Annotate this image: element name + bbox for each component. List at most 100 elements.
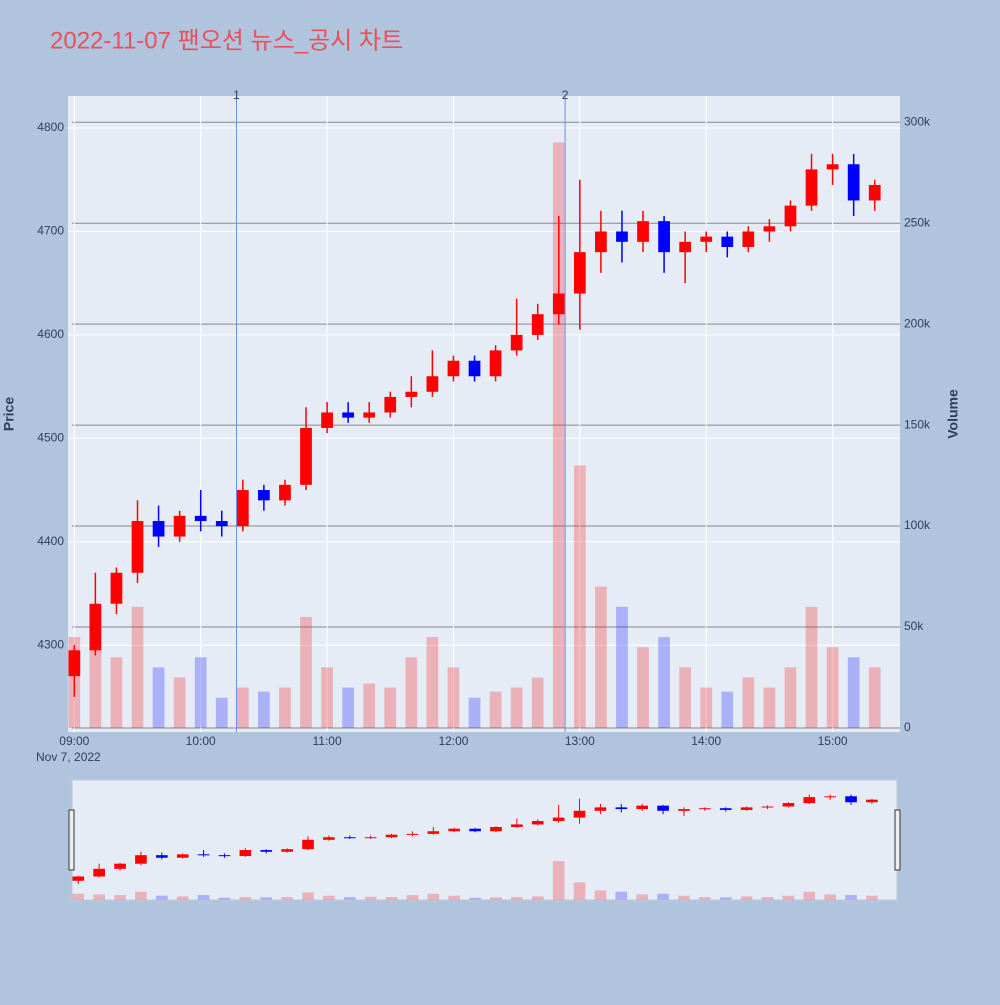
candle-body [511,824,523,827]
candle-body [782,803,795,807]
volume-bar [805,606,818,728]
event-label: 1 [233,88,240,102]
volume-bar [847,657,860,728]
volume-bar [784,667,797,728]
volume-bar [699,897,711,900]
volume-bar [155,895,168,900]
candle-body [194,515,207,522]
candle-body [761,806,774,808]
volume-bar [573,882,586,900]
volume-bar [761,897,774,900]
candle-body [490,827,502,832]
candle-body [152,521,165,537]
volume-bar [131,606,144,728]
y-tick-label: 4300 [37,637,64,651]
volume-bar [658,637,670,728]
volume-bar [637,647,649,728]
range-slider[interactable] [71,779,898,901]
volume-bar [552,861,565,900]
volume-bar [239,897,252,900]
candle-body [406,833,419,835]
volume-bar [363,683,376,728]
candle-body [447,360,460,377]
volume-bar [343,897,356,900]
y-tick-label: 4500 [37,430,64,444]
volume-bar [302,892,314,900]
volume-bar [114,895,126,900]
candle-body [135,855,147,864]
candle-body [173,515,186,537]
candle-body [636,805,649,810]
candle-body [700,236,713,242]
range-handle[interactable] [894,809,901,871]
chart-title: 2022-11-07 팬오션 뉴스_공시 차트 [50,27,403,54]
candle-body [658,221,670,253]
volume-bar [406,895,419,900]
date-label: Nov 7, 2022 [36,750,101,764]
candle-body [531,314,544,335]
y-tick-label: 4400 [37,534,64,548]
y2-tick-label: 150k [904,417,931,431]
volume-bar [323,895,335,900]
candle-body [155,855,168,858]
candle-body [197,854,210,856]
volume-bar [364,896,377,900]
volume-bar [824,894,836,900]
candle-body [740,807,753,810]
volume-bar [281,897,293,900]
candle-body [343,837,356,839]
volume-bar [678,895,690,900]
volume-bar [616,606,628,728]
candle-body [616,231,628,242]
volume-bar [531,677,544,728]
volume-bar [218,897,231,900]
volume-bar [866,895,878,900]
candle-body [215,521,228,527]
volume-bar [279,687,291,728]
candle-body [489,350,502,377]
volume-bar [93,894,105,900]
candle-body [426,376,439,392]
volume-bar [448,895,461,900]
candle-body [131,521,144,573]
candle-body [595,231,607,253]
volume-bar [260,897,273,900]
volume-bar [300,616,312,728]
candle-body [427,831,440,834]
volume-bar [258,691,270,728]
range-handle[interactable] [68,809,75,871]
volume-bar [110,657,123,728]
x-tick-label: 09:00 [59,734,89,748]
y2-tick-label: 50k [904,619,924,633]
candle-body [721,236,734,247]
volume-bar [321,667,333,728]
y2-tick-label: 200k [904,316,931,330]
candle-body [405,391,418,397]
candle-body [236,490,249,527]
volume-bar [636,894,649,900]
candle-body [342,412,355,418]
candle-body [824,796,836,798]
volume-bar [803,891,816,900]
candle-body [679,241,692,253]
y-axis-title: Price [1,397,17,431]
candle-body [573,810,586,818]
event-label: 2 [562,88,569,102]
candle-body [279,484,291,501]
y2-axis-title: Volume [945,389,961,439]
candle-body [847,164,860,201]
volume-bar [194,657,207,728]
candle-body [110,572,123,604]
volume-bar [742,677,755,728]
candle-body [763,226,776,232]
candle-body [260,850,273,852]
volume-bar [469,897,481,900]
candle-body [68,650,81,677]
candle-body [321,412,333,428]
volume-bar [615,891,628,900]
volume-bar [72,893,85,900]
candle-body [868,184,881,201]
candle-body [114,863,126,869]
volume-bar [468,697,481,728]
